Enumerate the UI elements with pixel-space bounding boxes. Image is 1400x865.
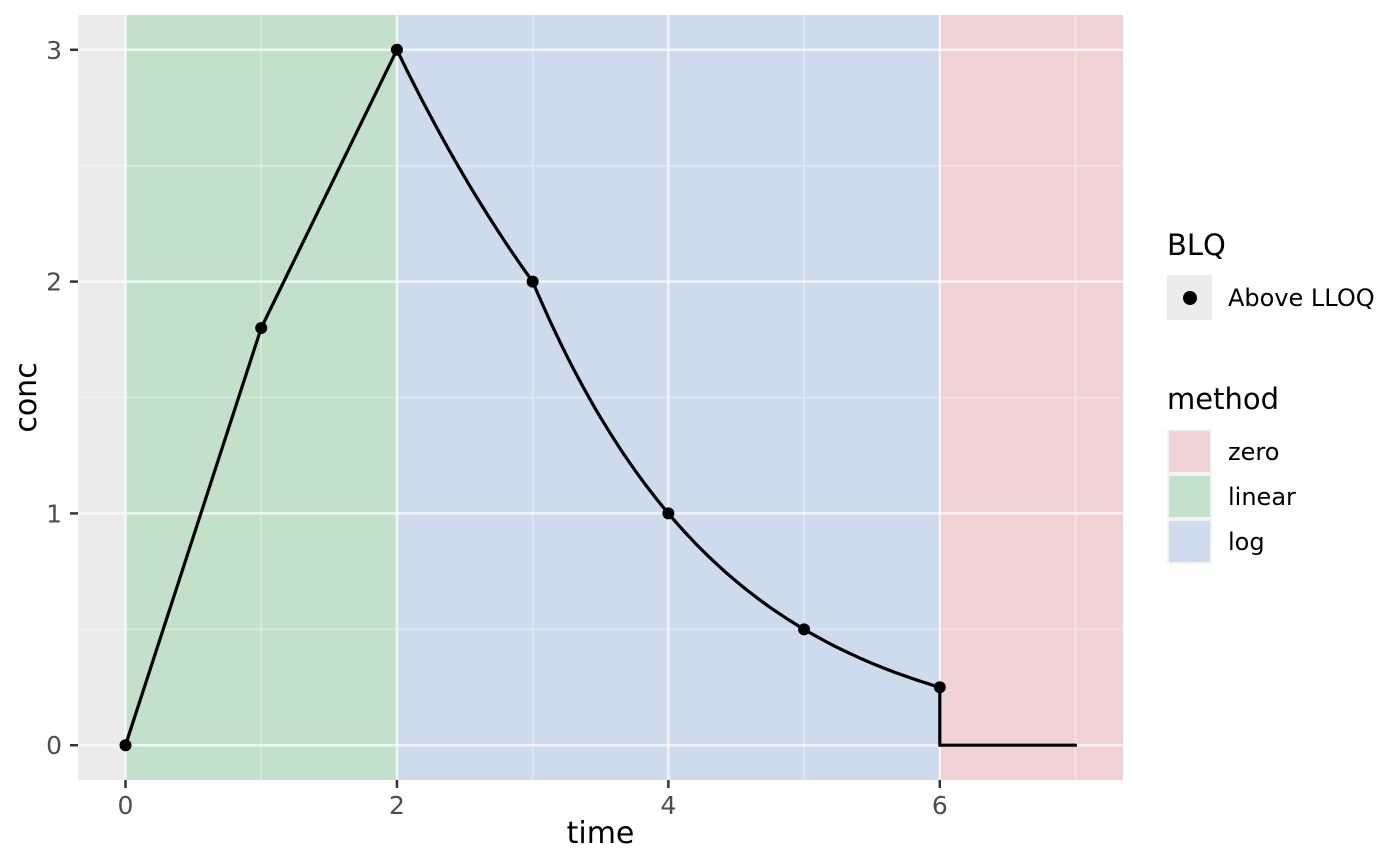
data-point	[526, 275, 539, 288]
data-point	[933, 681, 946, 694]
data-point	[119, 739, 132, 752]
x-tick-label: 2	[389, 791, 405, 820]
legend-label-log: log	[1228, 527, 1265, 556]
legend-label-zero: zero	[1228, 437, 1280, 466]
legend-method-title: method	[1167, 382, 1279, 416]
legend-key-log	[1167, 519, 1212, 564]
legend-key-linear	[1167, 474, 1212, 519]
x-tick-label: 0	[118, 791, 134, 820]
x-axis-title: time	[567, 816, 635, 851]
y-tick-label: 1	[46, 499, 62, 528]
legend: BLQ Above LLOQ method zero linear log	[1167, 228, 1375, 564]
data-point	[798, 623, 811, 636]
data-point	[662, 507, 675, 520]
legend-item-linear: linear	[1167, 474, 1375, 519]
data-point	[255, 321, 268, 334]
legend-blq-title: BLQ	[1167, 228, 1226, 262]
legend-item-zero: zero	[1167, 429, 1375, 474]
legend-group-method: method zero linear log	[1167, 382, 1375, 564]
legend-key-zero	[1167, 429, 1212, 474]
y-tick-label: 2	[46, 268, 62, 297]
y-tick-label: 0	[46, 731, 62, 760]
y-tick-label: 3	[46, 36, 62, 65]
x-tick-label: 4	[660, 791, 676, 820]
legend-item-log: log	[1167, 519, 1375, 564]
x-tick-label: 6	[932, 791, 948, 820]
legend-label-above-lloq: Above LLOQ	[1228, 283, 1375, 312]
point-marker-icon	[1182, 290, 1197, 305]
band-zero	[939, 15, 1123, 780]
legend-label-linear: linear	[1228, 482, 1296, 511]
legend-key-above-lloq	[1167, 275, 1212, 320]
data-point	[390, 43, 403, 56]
legend-group-blq: BLQ Above LLOQ	[1167, 228, 1375, 320]
y-axis-title: conc	[9, 362, 44, 432]
legend-item-above-lloq: Above LLOQ	[1167, 275, 1375, 320]
